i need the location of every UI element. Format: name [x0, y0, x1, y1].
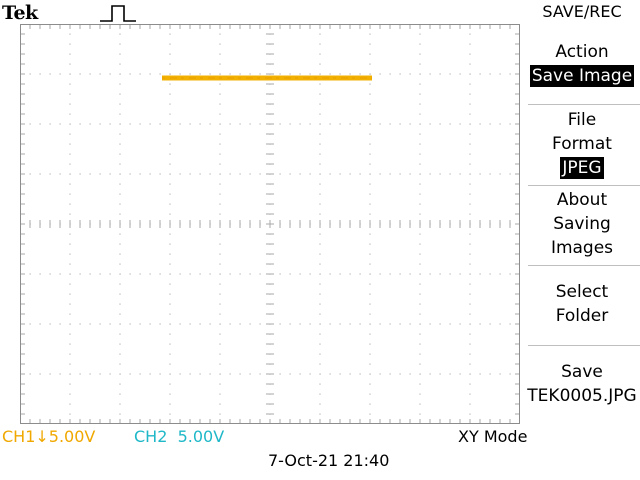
save-line1: Save — [561, 362, 603, 382]
about-line3: Images — [550, 238, 614, 258]
display-mode-readout: XY Mode — [458, 427, 528, 446]
trigger-pulse-icon — [100, 5, 136, 22]
brand-logo: Tek — [2, 2, 38, 24]
graticule-grid — [21, 25, 519, 423]
save-filename: TEK0005.JPG — [527, 386, 637, 406]
select-folder-line1: Select — [555, 282, 609, 302]
about-line1: About — [556, 190, 608, 210]
menu-divider — [528, 265, 640, 266]
action-label: Action — [555, 42, 609, 62]
save-button[interactable]: Save TEK0005.JPG — [524, 360, 640, 408]
menu-divider — [528, 345, 640, 346]
menu-divider — [528, 104, 640, 105]
action-menu-button[interactable]: Action Save Image — [524, 40, 640, 88]
file-format-label-line1: File — [567, 110, 597, 130]
file-format-value: JPEG — [560, 157, 604, 179]
select-folder-line2: Folder — [555, 306, 609, 326]
ch2-scale-readout: CH2 5.00V — [134, 428, 224, 446]
menu-divider — [528, 185, 640, 186]
ch1-scale-readout: CH1↓5.00V — [2, 427, 96, 446]
about-saving-images-button[interactable]: About Saving Images — [524, 188, 640, 260]
date-time-readout: 7-Oct-21 21:40 — [268, 451, 390, 470]
ch2-label: CH2 — [134, 427, 168, 446]
ch2-scale: 5.00V — [177, 427, 225, 446]
waveform-display — [20, 24, 520, 424]
file-format-label-line2: Format — [552, 134, 612, 154]
menu-title: SAVE/REC — [542, 2, 622, 21]
select-folder-button[interactable]: Select Folder — [524, 280, 640, 328]
file-format-menu-button[interactable]: File Format JPEG — [524, 108, 640, 180]
action-value: Save Image — [529, 65, 635, 87]
about-line2: Saving — [553, 214, 611, 234]
